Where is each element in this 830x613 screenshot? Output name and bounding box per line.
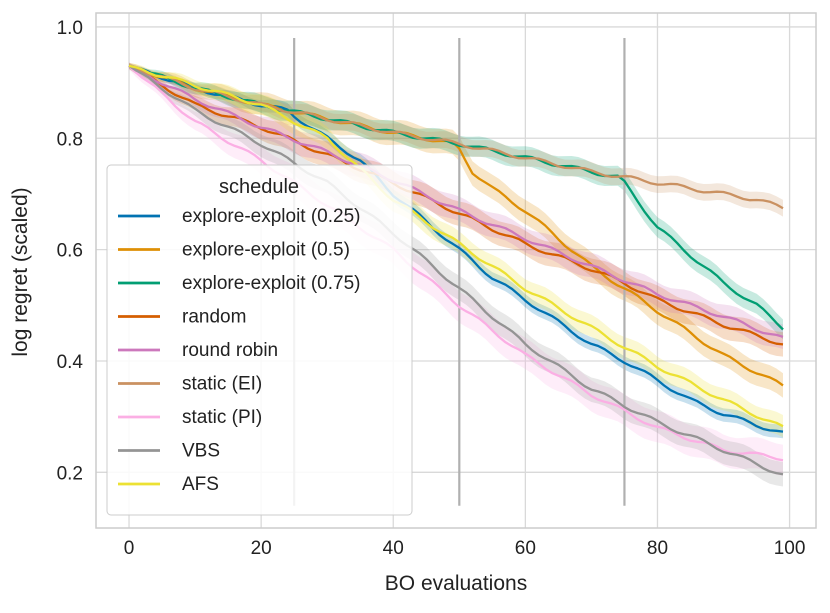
series-lines — [128, 64, 784, 476]
legend-item-afs: AFS — [118, 474, 219, 495]
x-axis-label: BO evaluations — [385, 572, 527, 595]
y-tick-labels: 0.2 0.4 0.6 0.8 1.0 — [57, 18, 84, 484]
y-tick-label: 0.8 — [57, 129, 83, 150]
legend-item-static-ei: static (EI) — [118, 374, 262, 395]
legend-label: explore-exploit (0.75) — [182, 273, 360, 294]
x-tick-label: 0 — [124, 538, 135, 559]
y-tick-label: 1.0 — [57, 18, 83, 39]
y-tick-label: 0.6 — [57, 241, 83, 262]
x-tick-label: 60 — [515, 538, 536, 559]
legend-item-explore-exploit-0-75: explore-exploit (0.75) — [118, 273, 360, 294]
line-static-ei — [128, 64, 784, 210]
band-afs — [129, 63, 783, 438]
legend-box — [106, 164, 413, 516]
y-axis-label: log regret (scaled) — [9, 187, 32, 356]
legend-label: random — [182, 307, 246, 328]
plot-frame — [95, 12, 817, 529]
band-round-robin — [129, 62, 783, 350]
legend-item-explore-exploit-0-25: explore-exploit (0.25) — [118, 206, 360, 227]
y-tick-label: 0.4 — [57, 352, 84, 373]
x-tick-labels: 0 20 40 60 80 100 — [124, 538, 806, 559]
legend-label: static (PI) — [182, 407, 262, 428]
legend-item-explore-exploit-0-5: explore-exploit (0.5) — [118, 240, 350, 261]
band-explore-exploit-0-25 — [129, 64, 783, 439]
legend: schedule explore-exploit (0.25)explore-e… — [106, 164, 413, 516]
legend-item-static-pi: static (PI) — [118, 407, 262, 428]
band-explore-exploit-0-5 — [129, 62, 783, 398]
legend-item-round-robin: round robin — [118, 340, 278, 361]
x-tick-label: 40 — [383, 538, 404, 559]
band-random — [129, 62, 783, 357]
x-tick-label: 20 — [251, 538, 272, 559]
line-round-robin — [128, 64, 784, 338]
legend-title: schedule — [219, 176, 299, 198]
legend-label: static (EI) — [182, 374, 262, 395]
y-tick-label: 0.2 — [57, 463, 83, 484]
legend-label: AFS — [182, 474, 219, 495]
legend-label: explore-exploit (0.25) — [182, 206, 360, 227]
line-vbs — [128, 64, 784, 476]
legend-label: round robin — [182, 340, 278, 361]
line-afs — [128, 64, 784, 428]
legend-label: VBS — [182, 441, 220, 462]
legend-label: explore-exploit (0.5) — [182, 240, 350, 261]
x-tick-label: 80 — [647, 538, 668, 559]
line-static-pi — [128, 65, 784, 462]
legend-items: explore-exploit (0.25) explore-exploit (0… — [118, 206, 360, 495]
legend-item-vbs: VBS — [118, 441, 220, 462]
x-tick-label: 100 — [774, 538, 806, 559]
legend-item-random: random — [118, 307, 246, 328]
